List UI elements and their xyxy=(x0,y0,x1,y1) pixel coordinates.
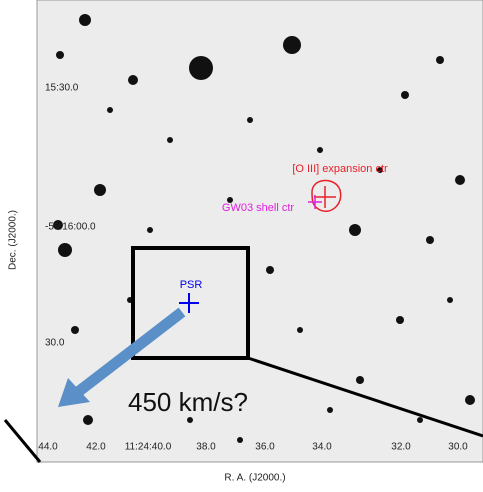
x-tick-label: 44.0 xyxy=(38,442,58,453)
y-tick-label: 30.0 xyxy=(45,338,65,349)
x-axis-label: R. A. (J2000.) xyxy=(224,473,285,484)
y-tick-label: 15:30.0 xyxy=(45,83,79,94)
sky-image xyxy=(37,0,483,462)
oiii-label: [O III] expansion ctr xyxy=(292,163,388,175)
x-tick-label: 36.0 xyxy=(255,442,275,453)
x-tick-label: 11:24:40.0 xyxy=(125,442,172,453)
x-tick-label: 34.0 xyxy=(312,442,332,453)
x-tick-label: 30.0 xyxy=(448,442,468,453)
zoom-line xyxy=(5,420,40,462)
x-tick-label: 38.0 xyxy=(196,442,216,453)
x-tick-label: 32.0 xyxy=(391,442,411,453)
x-tick-label: 42.0 xyxy=(86,442,106,453)
velocity-label: 450 km/s? xyxy=(128,387,248,417)
y-axis-label: Dec. (J2000.) xyxy=(8,210,19,270)
gw03-label: GW03 shell ctr xyxy=(222,202,294,214)
y-tick-label: -59:16:00.0 xyxy=(45,222,96,233)
figure: 15:30.0 -59:16:00.0 30.0 Dec. (J2000.) 4… xyxy=(0,0,483,492)
psr-label: PSR xyxy=(180,279,203,291)
